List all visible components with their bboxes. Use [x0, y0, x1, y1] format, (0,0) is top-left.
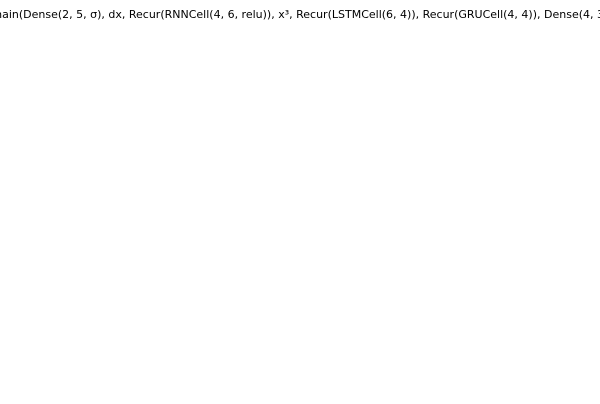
diagram-title: Chain(Dense(2, 5, σ), dx, Recur(RNNCell(…: [0, 8, 600, 21]
